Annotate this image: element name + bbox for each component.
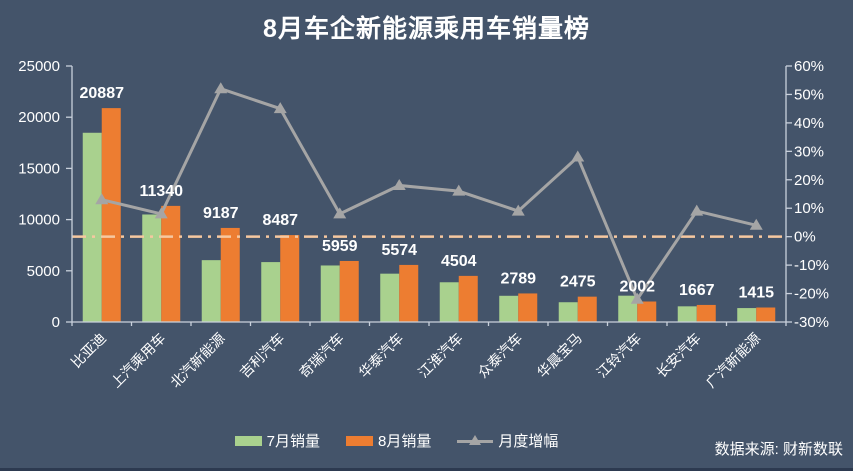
category-label: 长安汽车: [653, 330, 704, 381]
august-bar: [280, 235, 300, 322]
bottom-edge-strip: [0, 468, 853, 471]
legend-item-august: 8月销量: [345, 430, 432, 451]
growth-marker: [571, 150, 585, 162]
right-axis-tick-label: -10%: [794, 257, 829, 274]
data-label: 4504: [441, 253, 477, 270]
right-axis-tick-label: 10%: [794, 200, 824, 217]
left-axis-tick-label: 15000: [18, 160, 60, 177]
category-label: 比亚迪: [68, 330, 109, 371]
legend-item-growth: 月度增幅: [457, 430, 558, 451]
august-bar: [458, 275, 478, 322]
growth-marker: [333, 207, 347, 219]
chart-legend: 7月销量 8月销量 月度增幅: [0, 430, 793, 451]
july-bar: [82, 132, 102, 322]
right-axis-tick-label: -30%: [794, 314, 829, 331]
right-axis-tick-label: 20%: [794, 172, 824, 189]
july-bar: [677, 306, 697, 322]
august-bar: [399, 264, 419, 322]
legend-label-july: 7月销量: [266, 433, 320, 450]
august-bar: [220, 227, 240, 322]
growth-line-swatch: [457, 434, 494, 447]
data-label: 5959: [322, 238, 358, 255]
july-bar: [142, 214, 162, 322]
growth-marker: [154, 207, 168, 219]
august-bar: [518, 293, 538, 322]
data-label: 1667: [679, 282, 715, 299]
left-axis-tick-label: 10000: [18, 212, 60, 229]
july-bar: [439, 282, 459, 322]
growth-line: [101, 86, 757, 303]
july-bar: [380, 273, 400, 322]
growth-marker: [214, 82, 228, 94]
july-bar: [320, 265, 340, 322]
category-label: 吉利汽车: [236, 330, 287, 381]
category-label: 上汽乘用车: [108, 330, 169, 391]
category-label: 北汽新能源: [167, 330, 228, 391]
data-label: 8487: [262, 212, 298, 229]
category-label: 江淮汽车: [415, 330, 466, 381]
category-label: 江铃汽车: [593, 330, 644, 381]
right-axis-tick-label: 50%: [794, 86, 824, 103]
data-label: 20887: [80, 85, 125, 102]
data-label: 2789: [500, 270, 536, 287]
left-axis-tick-label: 0: [52, 314, 60, 331]
august-bar: [577, 296, 597, 322]
growth-marker: [690, 204, 704, 216]
right-axis-tick-label: 0%: [794, 229, 816, 246]
growth-marker: [392, 178, 406, 190]
august-bar: [696, 304, 716, 322]
category-label: 奇瑞汽车: [296, 330, 347, 381]
right-axis-tick-label: 60%: [794, 58, 824, 75]
august-bar: [339, 260, 359, 322]
legend-label-august: 8月销量: [377, 433, 432, 450]
august-bar-swatch: [345, 435, 373, 446]
growth-marker: [749, 218, 763, 230]
august-bar: [101, 108, 121, 322]
july-bar: [499, 295, 519, 322]
growth-marker: [273, 102, 287, 114]
right-axis-tick-label: -20%: [794, 286, 829, 303]
data-label: 2002: [619, 278, 655, 295]
growth-marker: [452, 184, 466, 196]
data-source-note: 数据来源: 财新数联: [714, 441, 843, 458]
legend-item-july: 7月销量: [234, 430, 320, 451]
chart-title: 8月车企新能源乘用车销量榜: [263, 15, 590, 43]
legend-label-growth: 月度增幅: [498, 433, 559, 450]
july-bar: [558, 302, 578, 322]
right-axis-tick-label: 30%: [794, 143, 824, 160]
left-axis-tick-label: 5000: [27, 263, 60, 280]
left-axis-tick-label: 25000: [18, 58, 60, 75]
triangle-marker-icon: [469, 435, 482, 445]
category-label: 广汽新能源: [703, 330, 764, 391]
category-label: 华泰汽车: [355, 330, 406, 381]
right-axis-tick-label: 40%: [794, 115, 824, 132]
july-bar-swatch: [234, 435, 262, 446]
growth-marker: [95, 193, 109, 205]
growth-marker: [630, 292, 644, 304]
category-label: 众泰汽车: [474, 330, 525, 381]
category-label: 华晨宝马: [534, 330, 585, 381]
data-label: 11340: [139, 183, 183, 200]
left-axis-tick-label: 20000: [18, 109, 60, 126]
july-bar: [737, 308, 757, 322]
july-bar: [201, 260, 221, 322]
august-bar: [161, 205, 181, 322]
august-bar: [756, 307, 776, 322]
data-label: 2475: [560, 274, 596, 291]
july-bar: [261, 262, 281, 322]
august-bar: [637, 301, 657, 322]
data-label: 5574: [381, 242, 417, 259]
data-label: 1415: [738, 285, 774, 302]
growth-marker: [511, 204, 525, 216]
data-label: 9187: [203, 205, 239, 222]
